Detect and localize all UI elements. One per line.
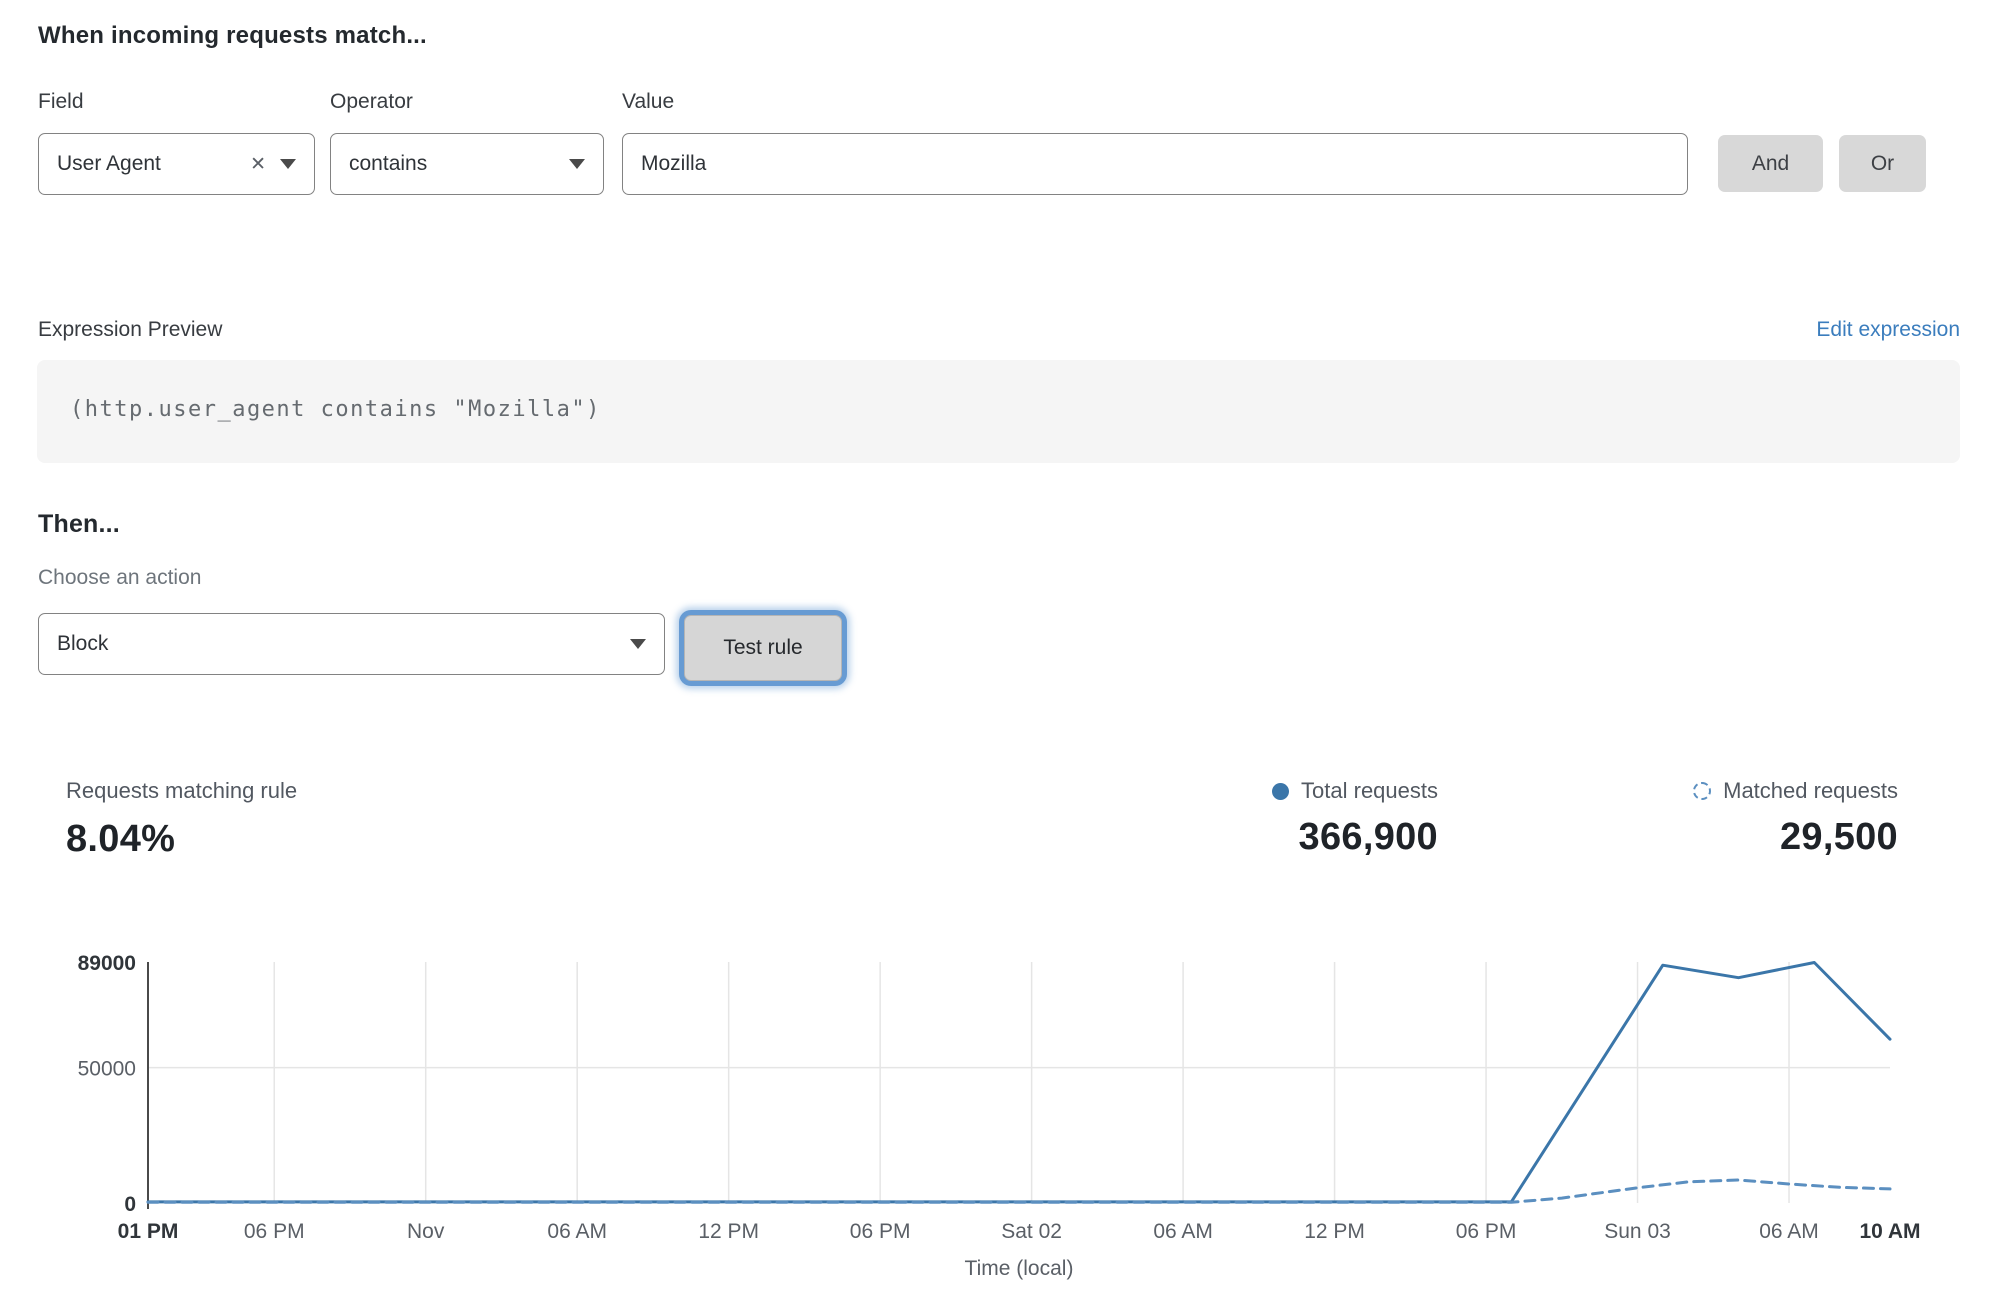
- x-tick-label: 06 AM: [1153, 1220, 1213, 1243]
- chevron-down-icon: [569, 159, 585, 169]
- rule-builder-title: When incoming requests match...: [38, 22, 427, 49]
- x-tick-label: Nov: [407, 1220, 445, 1243]
- expression-preview-label: Expression Preview: [38, 318, 223, 341]
- and-button[interactable]: And: [1718, 135, 1823, 192]
- field-select[interactable]: User Agent ✕: [38, 133, 315, 195]
- requests-matching-stat: Requests matching rule 8.04%: [66, 778, 297, 861]
- chevron-down-icon: [630, 639, 646, 649]
- action-select[interactable]: Block: [38, 613, 665, 675]
- series-line-solid: [146, 961, 1892, 1204]
- series-line-dashed: [146, 1178, 1892, 1204]
- test-rule-button[interactable]: Test rule: [684, 615, 842, 681]
- matched-requests-stat: Matched requests 29,500: [1598, 778, 1898, 859]
- x-tick-label: 12 PM: [698, 1220, 759, 1243]
- value-input[interactable]: [622, 133, 1688, 195]
- x-axis-title: Time (local): [965, 1257, 1074, 1280]
- x-tick-label: 12 PM: [1304, 1220, 1365, 1243]
- field-label: Field: [38, 90, 84, 113]
- choose-action-label: Choose an action: [38, 566, 202, 589]
- matched-requests-legend[interactable]: Matched requests: [1598, 778, 1898, 804]
- solid-dot-icon: [1272, 782, 1290, 800]
- chevron-down-icon: [280, 159, 296, 169]
- x-tick-label: Sat 02: [1001, 1220, 1062, 1243]
- x-tick-label: 01 PM: [118, 1220, 179, 1243]
- expression-code: (http.user_agent contains "Mozilla"): [70, 397, 601, 422]
- action-select-value: Block: [57, 632, 109, 655]
- requests-matching-value: 8.04%: [66, 818, 176, 860]
- total-requests-value: 366,900: [1298, 816, 1438, 858]
- operator-label: Operator: [330, 90, 413, 113]
- x-tick-label: 06 AM: [1759, 1220, 1819, 1243]
- x-tick-label: 10 AM: [1859, 1220, 1920, 1243]
- x-tick-label: 06 PM: [1456, 1220, 1517, 1243]
- value-label: Value: [622, 90, 675, 113]
- or-button[interactable]: Or: [1839, 135, 1926, 192]
- edit-expression-link[interactable]: Edit expression: [1816, 318, 1960, 341]
- requests-matching-label: Requests matching rule: [66, 778, 298, 803]
- operator-select[interactable]: contains: [330, 133, 604, 195]
- y-tick-label: 50000: [78, 1058, 136, 1081]
- dashed-circle-icon: [1693, 782, 1712, 800]
- x-tick-label: 06 PM: [850, 1220, 911, 1243]
- x-tick-label: 06 AM: [547, 1220, 607, 1243]
- total-requests-label: Total requests: [1301, 778, 1438, 803]
- then-title: Then...: [38, 510, 120, 538]
- total-requests-legend[interactable]: Total requests: [1138, 778, 1438, 804]
- x-tick-label: Sun 03: [1604, 1220, 1671, 1243]
- y-tick-label: 0: [124, 1193, 136, 1216]
- x-tick-label: 06 PM: [244, 1220, 305, 1243]
- total-requests-stat: Total requests 366,900: [1138, 778, 1438, 859]
- requests-chart: 01 PM 06 PM Nov 06 AM 12 PM 06 PM Sat 02 06 AM 1…: [78, 952, 1921, 1280]
- expression-preview-box: (http.user_agent contains "Mozilla"): [37, 360, 1960, 463]
- matched-requests-value: 29,500: [1779, 816, 1898, 858]
- matched-requests-label: Matched requests: [1723, 778, 1898, 803]
- clear-field-icon[interactable]: ✕: [250, 153, 266, 175]
- field-select-value: User Agent: [57, 152, 161, 175]
- operator-select-value: contains: [349, 152, 428, 175]
- y-tick-label: 89000: [78, 952, 136, 975]
